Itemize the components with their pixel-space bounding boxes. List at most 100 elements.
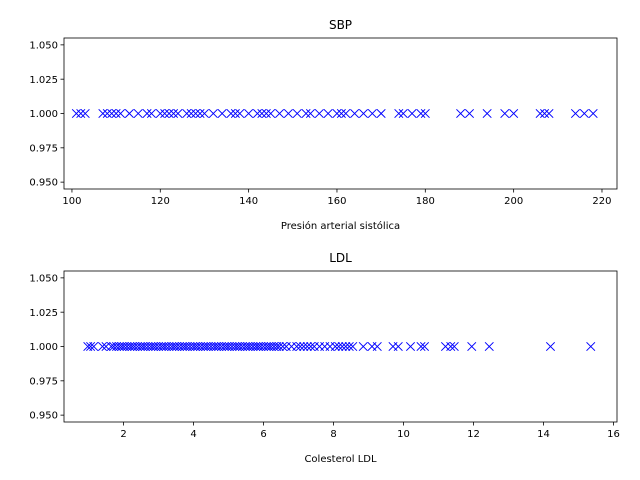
sbp-x-tick-label: 100	[62, 196, 81, 207]
ldl-y-tick-label: 1.050	[29, 273, 58, 284]
ldl-marker	[405, 341, 416, 352]
sbp-marker	[142, 108, 152, 119]
ldl-marker	[586, 341, 596, 352]
ldl-marker	[358, 341, 368, 352]
ldl-marker	[449, 341, 459, 352]
sbp-marker	[182, 108, 192, 119]
sbp-marker	[164, 108, 174, 119]
ldl-marker	[330, 341, 340, 352]
sbp-marker	[199, 108, 210, 119]
sbp-marker	[394, 108, 404, 119]
sbp-marker	[208, 108, 218, 119]
ldl-marker	[337, 341, 347, 352]
sbp-marker	[274, 108, 285, 119]
sbp-y-tick-label: 0.950	[29, 178, 58, 189]
sbp-marker	[464, 108, 475, 119]
ldl-marker	[306, 341, 316, 352]
sbp-marker	[133, 108, 143, 119]
sbp-marker	[283, 108, 293, 119]
sbp-marker	[588, 108, 598, 119]
sbp-marker	[301, 108, 311, 119]
sbp-marker	[456, 108, 466, 119]
sbp-marker	[407, 108, 417, 119]
sbp-marker	[261, 108, 271, 119]
ldl-marker	[393, 341, 403, 352]
sbp-marker	[195, 108, 205, 119]
ldl-marker	[302, 341, 312, 352]
ldl-marker	[292, 341, 302, 352]
sbp-marker	[257, 108, 267, 119]
ldl-marker	[295, 341, 305, 352]
ldl-x-tick-label: 10	[397, 429, 410, 440]
sbp-marker	[155, 108, 165, 119]
sbp-marker	[332, 108, 342, 119]
ldl-marker	[97, 341, 108, 352]
ldl-y-tick-label: 0.950	[29, 411, 58, 422]
sbp-y-tick-label: 0.975	[29, 143, 58, 154]
sbp-marker	[80, 108, 90, 119]
sbp-marker	[305, 108, 316, 119]
sbp-marker	[358, 108, 369, 119]
sbp-marker	[98, 108, 108, 119]
sbp-marker	[124, 108, 134, 119]
ldl-marker	[545, 341, 556, 352]
sbp-marker	[191, 108, 201, 119]
ldl-marker	[484, 341, 494, 352]
sbp-y-tick-label: 1.050	[29, 40, 58, 51]
sbp-marker	[544, 108, 554, 119]
sbp-marker	[111, 108, 121, 119]
sbp-marker	[107, 108, 117, 119]
sbp-marker	[341, 108, 351, 119]
sbp-markers	[71, 108, 598, 119]
sbp-marker	[186, 108, 196, 119]
sbp-marker	[535, 108, 545, 119]
sbp-x-tick-label: 200	[504, 196, 523, 207]
ldl-panel: LDL 0.950 0.975 1.000 1.025 1.050 2 4 6 8 10 12 14…	[29, 251, 620, 465]
sbp-marker	[336, 108, 346, 119]
sbp-marker	[146, 108, 157, 119]
sbp-y-tick-label: 1.025	[29, 75, 58, 86]
sbp-marker	[509, 108, 519, 119]
sbp-y-tick-label: 1.000	[29, 109, 58, 120]
sbp-x-tick-label: 160	[327, 196, 346, 207]
ldl-x-tick-label: 6	[260, 429, 266, 440]
sbp-marker	[292, 108, 302, 119]
sbp-marker	[570, 108, 581, 119]
ldl-marker	[274, 341, 284, 352]
ldl-x-axis: 2 4 6 8 10 12 14 16	[120, 422, 620, 440]
ldl-marker	[334, 341, 344, 352]
sbp-marker	[226, 108, 236, 119]
sbp-marker	[235, 108, 245, 119]
ldl-x-axis-label: Colesterol LDL	[304, 454, 377, 465]
sbp-marker	[500, 108, 510, 119]
ldl-marker	[416, 341, 426, 352]
ldl-x-tick-label: 14	[537, 429, 550, 440]
sbp-x-axis-label: Presión arterial sistólica	[281, 220, 400, 232]
sbp-marker	[115, 108, 126, 119]
sbp-marker	[230, 108, 240, 119]
ldl-marker	[278, 341, 288, 352]
ldl-marker	[89, 341, 99, 352]
sbp-marker	[252, 108, 263, 119]
sbp-x-tick-label: 180	[416, 196, 435, 207]
ldl-markers	[83, 341, 596, 352]
sbp-marker	[102, 108, 112, 119]
sbp-marker	[71, 108, 81, 119]
ldl-marker	[344, 341, 354, 352]
ldl-marker	[299, 341, 309, 352]
sbp-marker	[76, 108, 86, 119]
ldl-marker	[372, 341, 382, 352]
ldl-y-axis: 0.950 0.975 1.000 1.025 1.050	[29, 273, 64, 422]
sbp-marker	[350, 108, 360, 119]
ldl-plot-frame	[63, 270, 618, 423]
sbp-marker	[168, 108, 179, 119]
ldl-marker	[86, 341, 96, 352]
sbp-marker	[266, 108, 276, 119]
ldl-y-tick-label: 1.025	[29, 308, 58, 319]
ldl-y-tick-label: 0.975	[29, 376, 58, 387]
ldl-marker	[341, 341, 351, 352]
sbp-x-axis: 100 120 140 160 180 200 220	[62, 189, 612, 207]
sbp-y-axis: 0.950 0.975 1.000 1.025 1.050	[29, 40, 64, 189]
